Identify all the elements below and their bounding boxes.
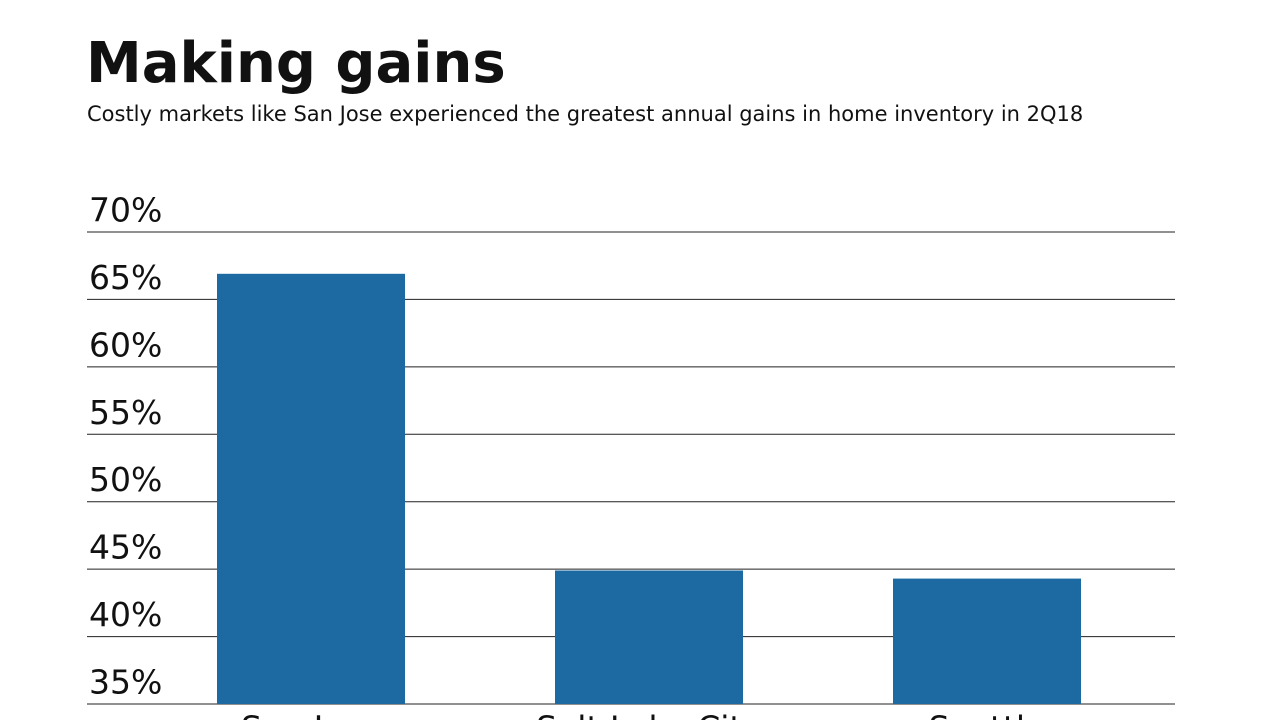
x-tick-label: Salt Lake City <box>536 709 762 720</box>
y-tick-label: 60% <box>89 325 162 364</box>
y-tick-label: 35% <box>89 663 162 702</box>
y-tick-label: 40% <box>89 595 162 634</box>
x-tick-label: Seattle <box>929 709 1046 720</box>
bar <box>893 578 1081 704</box>
y-tick-label: 65% <box>89 258 162 297</box>
x-tick-label: San Jose <box>241 709 381 720</box>
y-tick-label: 50% <box>89 460 162 499</box>
y-tick-label: 70% <box>89 191 162 230</box>
chart-subtitle: Costly markets like San Jose experienced… <box>87 102 1083 126</box>
y-tick-label: 45% <box>89 528 162 567</box>
bar <box>555 570 743 704</box>
y-tick-label: 55% <box>89 393 162 432</box>
bar <box>217 273 405 704</box>
chart-title: Making gains <box>86 31 506 96</box>
